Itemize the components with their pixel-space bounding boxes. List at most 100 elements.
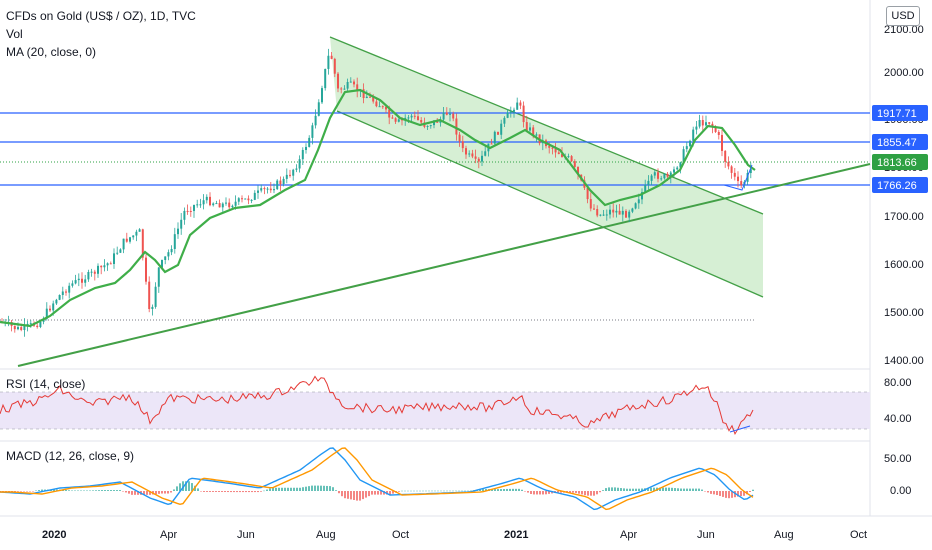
ascending-trendline[interactable] [17,163,871,367]
descending-channel[interactable] [330,37,763,297]
candle-body [509,111,512,113]
candle-body [519,102,522,106]
candle-body [237,198,240,202]
macd-histogram-bar [377,491,379,495]
price-tick-1400: 1400.00 [884,355,924,367]
macd-histogram-bar [98,490,100,491]
currency-button[interactable]: USD [886,6,920,26]
macd-histogram-bar [272,487,274,491]
macd-histogram-bar [77,490,79,492]
candle-body [87,271,90,280]
macd-histogram-bar [38,490,40,491]
candle-body [484,151,487,156]
candle-body [602,214,605,216]
macd-histogram-bar [647,487,649,491]
macd-histogram-bar [227,491,229,493]
time-label-aug-2020: Aug [316,529,336,541]
macd-histogram-bar [266,489,268,491]
candle-body [52,303,55,311]
candle-body [503,117,506,124]
time-label-apr-2021: Apr [620,529,637,541]
macd-histogram-bar [314,485,316,491]
time-label-oct-2021: Oct [850,529,867,541]
macd-tick-0: 0.00 [890,485,911,497]
macd-histogram-bar [116,490,118,491]
macd-histogram-bar [200,491,202,492]
macd-histogram-bar [500,489,502,491]
rsi-label[interactable]: RSI (14, close) [6,377,86,391]
macd-histogram-bar [182,481,184,491]
macd-histogram-bar [632,488,634,491]
candle-body [730,166,733,173]
candle-body [525,122,528,131]
candle-body [609,209,611,215]
candle-body [45,308,48,319]
macd-histogram-bar [218,491,220,492]
candle-body [689,140,691,147]
candle-body [724,150,727,162]
macd-histogram-bar [605,488,607,491]
candle-body [497,131,499,135]
candle-body [189,210,192,212]
time-label-oct-2020: Oct [392,529,409,541]
price-tick-2000: 2000.00 [884,67,924,79]
level-tag-1917[interactable] [872,105,928,121]
macd-histogram-bar [335,490,337,491]
macd-histogram-bar [428,490,430,492]
candle-body [234,201,237,206]
candle-body [333,58,336,74]
candle-body [225,202,227,204]
macd-histogram-bar [518,488,520,491]
macd-histogram-bar [482,489,484,491]
macd-histogram-bar [242,491,244,493]
level-tag-1766[interactable] [872,177,928,193]
macd-histogram-bar [401,490,403,492]
macd-histogram-bar [185,481,187,491]
macd-histogram-bar [515,488,517,491]
ma-label[interactable]: MA (20, close, 0) [6,45,97,59]
candle-body [154,286,157,307]
candle-body [625,210,627,218]
candle-body [138,229,141,232]
macd-histogram-bar [212,491,214,492]
candle-body [289,174,291,176]
macd-histogram-bar [599,491,601,493]
macd-histogram-bar [371,491,373,495]
level-tag-1917-text: 1917.71 [877,108,917,120]
current-price-tag[interactable] [872,154,928,170]
candle-body [167,252,170,257]
macd-histogram-bar [287,487,289,491]
candle-body [362,89,365,99]
candle-body [599,214,602,216]
candle-body [266,188,269,190]
macd-histogram-bar [497,489,499,491]
macd-histogram-bar [329,486,331,491]
macd-histogram-bar [149,491,151,495]
symbol-title[interactable]: CFDs on Gold (US$ / OZ), 1D, TVC [6,9,196,23]
candle-body [465,148,467,155]
macd-histogram-bar [320,485,322,491]
candle-body [23,324,26,331]
macd-histogram-bar [137,491,139,495]
rsi-divergence-line [729,425,751,433]
candle-body [106,263,109,266]
macd-histogram-bar [650,487,652,491]
candle-body [401,119,403,121]
macd-histogram-bar [587,491,589,496]
level-tag-1855[interactable] [872,134,928,150]
volume-label[interactable]: Vol [6,27,23,41]
macd-histogram-bar [341,491,343,497]
candle-body [330,55,333,59]
macd-label[interactable]: MACD (12, 26, close, 9) [6,449,135,463]
macd-histogram-bar [596,491,598,495]
macd-histogram-bar [68,490,70,491]
candle-body [81,278,83,283]
candle-body [103,265,106,268]
macd-histogram-bar [362,491,364,500]
macd-histogram-bar [503,489,505,491]
macd-histogram-bar [398,491,400,492]
candle-body [426,125,429,127]
macd-histogram-bar [545,491,547,495]
macd-histogram-bar [701,489,703,491]
